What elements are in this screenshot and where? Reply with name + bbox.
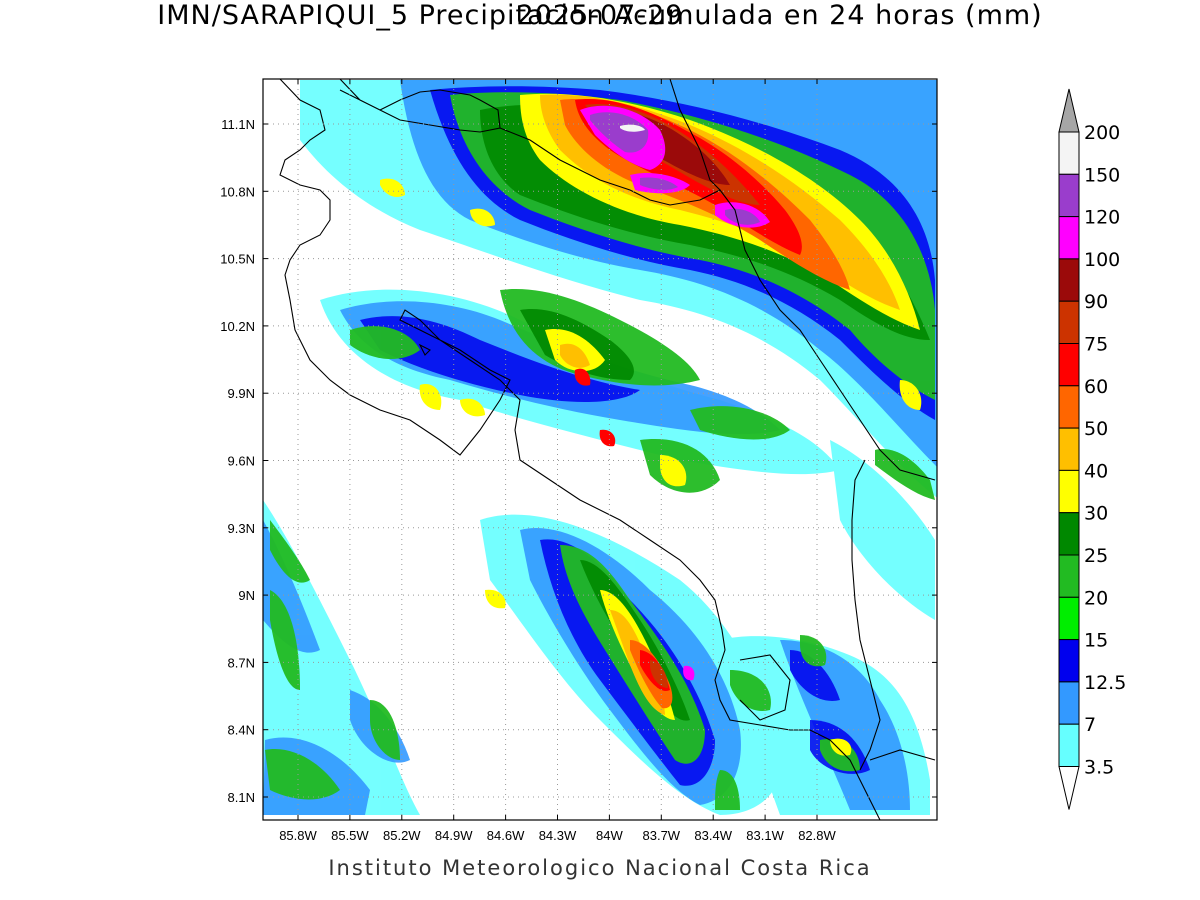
lon-label: 83.7W <box>643 828 681 843</box>
legend-level-label: 50 <box>1084 418 1108 440</box>
legend-level-label: 200 <box>1084 122 1120 144</box>
lon-label: 83.4W <box>694 828 732 843</box>
legend-under-triangle <box>1058 766 1080 810</box>
lat-label: 9.6N <box>228 454 255 469</box>
lon-label: 84.3W <box>539 828 577 843</box>
legend-level-label: 12.5 <box>1084 672 1126 694</box>
legend-swatch <box>1058 427 1080 471</box>
lat-label: 10.8N <box>220 184 255 199</box>
map-title: IMN/SARAPIQUI_5 Precipitacion Acumulada … <box>157 0 1043 31</box>
legend-level-label: 15 <box>1084 630 1108 652</box>
legend-level-label: 25 <box>1084 545 1108 567</box>
coastlines <box>279 79 936 820</box>
legend-swatch <box>1058 639 1080 683</box>
legend-level-label: 7 <box>1084 714 1096 736</box>
lon-label: 84W <box>596 828 623 843</box>
lon-label: 84.9W <box>435 828 473 843</box>
map-date: 2025-07-29 <box>516 0 684 31</box>
legend-swatch <box>1058 681 1080 725</box>
lon-label: 85.2W <box>383 828 421 843</box>
legend-level-label: 30 <box>1084 503 1108 525</box>
lon-label: 85.8W <box>279 828 317 843</box>
legend-level-label: 20 <box>1084 587 1108 609</box>
legend-swatch <box>1058 723 1080 768</box>
graticule <box>263 79 937 820</box>
legend-swatch <box>1058 258 1080 302</box>
legend-swatch <box>1058 131 1080 175</box>
footer-credit: Instituto Meteorologico Nacional Costa R… <box>328 856 872 880</box>
precipitation-field <box>263 80 937 815</box>
lon-label: 83.1W <box>746 828 784 843</box>
legend-labels: 200 150 120 100 90 75 60 50 40 30 25 20 15 12.5 7 3.5 <box>1084 122 1126 779</box>
legend-swatch <box>1058 173 1080 218</box>
longitude-axis: 85.8W 85.5W 85.2W 84.9W 84.6W 84.3W 84W 83.7W 83… <box>279 79 837 843</box>
legend-colorbar <box>1058 88 1080 810</box>
legend-swatch <box>1058 554 1080 598</box>
legend-level-label: 100 <box>1084 249 1120 271</box>
legend-swatch <box>1058 343 1080 387</box>
legend-level-label: 60 <box>1084 376 1108 398</box>
legend-level-label: 75 <box>1084 334 1108 356</box>
legend-level-label: 3.5 <box>1084 757 1114 779</box>
legend-level-label: 40 <box>1084 460 1108 482</box>
map-frame <box>262 78 938 821</box>
legend-swatch <box>1058 469 1080 514</box>
legend-level-label: 90 <box>1084 291 1108 313</box>
lat-label: 9N <box>238 588 255 603</box>
legend-swatch <box>1058 216 1080 260</box>
lat-label: 9.9N <box>228 386 255 401</box>
lat-label: 9.3N <box>228 521 255 536</box>
lat-label: 10.2N <box>220 319 255 334</box>
legend-swatch <box>1058 385 1080 429</box>
lon-label: 85.5W <box>331 828 369 843</box>
lat-label: 10.5N <box>220 252 255 267</box>
lat-label: 11.1N <box>221 117 255 132</box>
legend-level-label: 150 <box>1084 164 1120 186</box>
lat-label: 8.7N <box>228 655 255 670</box>
legend-swatch <box>1058 300 1080 345</box>
lat-label: 8.4N <box>228 723 255 738</box>
lon-label: 82.8W <box>798 828 836 843</box>
legend-level-label: 120 <box>1084 207 1120 229</box>
legend-swatch <box>1058 596 1080 641</box>
lat-label: 8.1N <box>228 790 255 805</box>
legend-swatch <box>1058 512 1080 556</box>
legend-over-triangle <box>1058 88 1080 133</box>
lon-label: 84.6W <box>487 828 525 843</box>
latitude-axis: 11.1N 10.8N 10.5N 10.2N 9.9N 9.6N 9.3N 9N 8.7N 8.… <box>220 117 937 805</box>
